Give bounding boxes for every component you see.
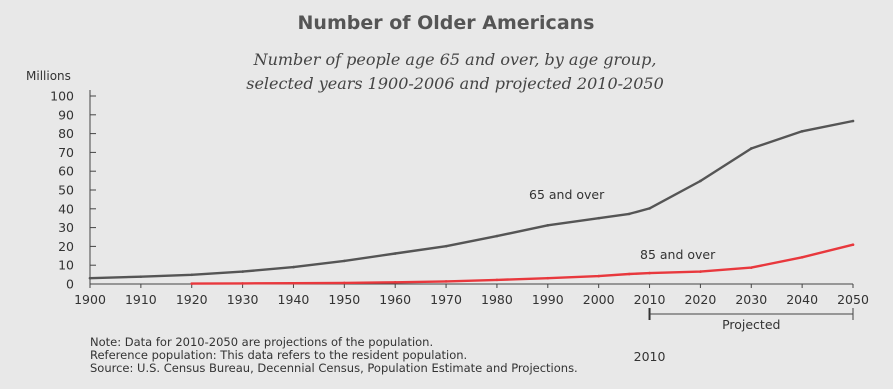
- y-tick-label-50: 50: [58, 183, 74, 198]
- data-point-85-and-over-2030: [749, 266, 753, 269]
- data-point-65-and-over-2000: [597, 216, 600, 220]
- y-axis: 0 10 20 30 40 50 60 70 80 90 100: [50, 89, 96, 292]
- chart-subtitle-line-2: selected years 1900-2006 and projected 2…: [246, 74, 664, 93]
- series-line-65-and-over: [88, 119, 855, 280]
- x-tick-label-1960: 1960: [379, 292, 411, 307]
- data-point-85-and-over-1960: [393, 281, 397, 284]
- data-point-65-and-over-1950: [343, 259, 346, 263]
- series-line-85-and-over: [190, 243, 855, 285]
- data-point-85-and-over-2020: [699, 270, 702, 273]
- x-tick-label-1990: 1990: [532, 292, 564, 307]
- series-label-65-and-over: 65 and over: [529, 187, 605, 202]
- note-line-1: Note: Data for 2010-2050 are projections…: [90, 335, 433, 349]
- x-tick-label-1980: 1980: [481, 292, 513, 307]
- chart-title: Number of Older Americans: [298, 12, 595, 34]
- data-point-85-and-over-2040: [800, 256, 804, 259]
- data-point-65-and-over-2040: [800, 130, 804, 133]
- data-point-85-and-over-1980: [495, 278, 499, 282]
- data-point-85-and-over-1990: [546, 276, 550, 280]
- data-point-65-and-over-1920: [190, 273, 194, 277]
- y-tick-label-80: 80: [58, 126, 74, 141]
- data-point-65-and-over-1930: [241, 270, 244, 273]
- x-axis: 1900 1910 1920 1930 1940 1950 1960 1970 1980 1990…: [74, 283, 869, 307]
- projection-range-label: Projected: [722, 317, 780, 332]
- data-point-65-and-over-2020: [699, 179, 702, 183]
- x-tick-label-2050: 2050: [837, 292, 869, 307]
- data-point-85-and-over-1950: [343, 281, 346, 285]
- y-tick-label-40: 40: [58, 201, 74, 216]
- data-point-85-and-over-2050: [851, 243, 855, 247]
- x-tick-label-2020: 2020: [684, 292, 716, 307]
- y-tick-label-0: 0: [66, 277, 74, 292]
- data-point-65-and-over-2030: [749, 147, 753, 150]
- data-point-65-and-over-1970: [444, 244, 448, 248]
- x-tick-label-2010: 2010: [634, 292, 666, 307]
- y-axis-unit-label: Millions: [26, 69, 71, 83]
- data-point-65-and-over-2010: [648, 207, 651, 210]
- x-tick-label-2000: 2000: [583, 292, 615, 307]
- x-tick-label-1900: 1900: [74, 292, 106, 307]
- projection-year-label: 2010: [634, 349, 666, 364]
- x-tick-label-1910: 1910: [125, 292, 157, 307]
- data-point-65-and-over-1900: [88, 276, 92, 280]
- data-point-85-and-over-1940: [292, 281, 295, 285]
- data-point-85-and-over-2006: [627, 272, 631, 276]
- x-tick-label-1930: 1930: [227, 292, 259, 307]
- data-point-85-and-over-1920: [190, 282, 194, 285]
- note-line-3: Source: U.S. Census Bureau, Decennial Ce…: [90, 361, 578, 375]
- projection-marker: 2010 Projected: [634, 308, 854, 364]
- y-tick-label-10: 10: [58, 258, 74, 273]
- data-point-85-and-over-1930: [241, 282, 244, 285]
- y-tick-label-70: 70: [58, 145, 74, 160]
- data-point-65-and-over-2006: [627, 212, 631, 216]
- x-tick-label-1940: 1940: [278, 292, 310, 307]
- x-tick-label-1950: 1950: [328, 292, 360, 307]
- chart-subtitle-line-1: Number of people age 65 and over, by age…: [253, 50, 657, 69]
- series-group: [88, 119, 855, 285]
- data-point-65-and-over-1940: [292, 265, 295, 269]
- y-tick-label-20: 20: [58, 239, 74, 254]
- x-tick-label-1920: 1920: [176, 292, 208, 307]
- note-line-2: Reference population: This data refers t…: [90, 348, 467, 362]
- data-point-85-and-over-2000: [597, 274, 600, 278]
- x-tick-label-1970: 1970: [430, 292, 462, 307]
- x-tick-label-2030: 2030: [735, 292, 767, 307]
- data-point-85-and-over-1970: [444, 280, 448, 283]
- data-point-65-and-over-2050: [851, 119, 855, 123]
- y-tick-label-100: 100: [50, 89, 74, 104]
- data-point-65-and-over-1910: [139, 275, 143, 278]
- y-tick-label-60: 60: [58, 164, 74, 179]
- series-label-85-and-over: 85 and over: [640, 247, 716, 262]
- y-tick-label-30: 30: [58, 220, 74, 235]
- data-point-65-and-over-1990: [546, 224, 550, 227]
- data-point-65-and-over-1980: [495, 234, 499, 238]
- x-tick-label-2040: 2040: [786, 292, 818, 307]
- data-point-85-and-over-2010: [648, 271, 651, 275]
- y-tick-label-90: 90: [58, 107, 74, 122]
- data-point-65-and-over-1960: [393, 252, 397, 255]
